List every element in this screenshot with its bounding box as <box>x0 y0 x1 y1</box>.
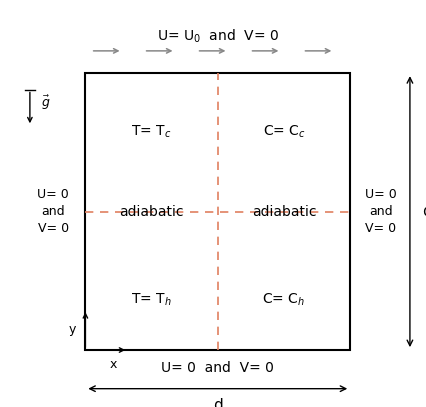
Text: U= 0
and
V= 0: U= 0 and V= 0 <box>37 188 69 235</box>
Text: d: d <box>421 204 426 219</box>
Text: adiabatic: adiabatic <box>119 205 184 219</box>
Text: U= 0
and
V= 0: U= 0 and V= 0 <box>364 188 396 235</box>
Text: U= 0  and  V= 0: U= 0 and V= 0 <box>161 361 273 375</box>
Text: adiabatic: adiabatic <box>251 205 316 219</box>
Text: $\vec{g}$: $\vec{g}$ <box>40 94 50 112</box>
Text: y: y <box>69 323 76 336</box>
Bar <box>85 73 349 350</box>
Text: C= C$_h$: C= C$_h$ <box>262 292 305 309</box>
Text: U= U$_0$  and  V= 0: U= U$_0$ and V= 0 <box>156 28 278 45</box>
Text: x: x <box>109 358 117 371</box>
Text: T= T$_c$: T= T$_c$ <box>131 123 171 140</box>
Text: d: d <box>213 398 222 407</box>
Text: T= T$_h$: T= T$_h$ <box>131 292 172 309</box>
Text: C= C$_c$: C= C$_c$ <box>262 123 305 140</box>
